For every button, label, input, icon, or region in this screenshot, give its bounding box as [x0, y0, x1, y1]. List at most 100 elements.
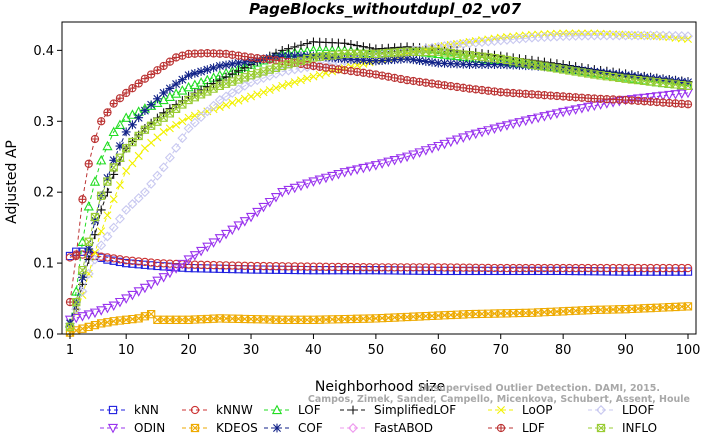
data-point-cof — [402, 54, 412, 64]
data-point-odin — [539, 112, 550, 122]
data-point-odin — [551, 109, 563, 119]
data-point-knnw — [652, 263, 661, 273]
data-point-cof — [383, 55, 393, 65]
data-point-odin — [676, 89, 687, 99]
watermark-line-2: Campos, Zimek, Sander, Campello, Micenko… — [308, 394, 690, 405]
data-point-knn — [328, 266, 337, 275]
data-point-loop — [290, 78, 299, 87]
data-point-odin — [102, 303, 113, 314]
data-point-knnw — [427, 263, 437, 272]
data-point-loop — [234, 96, 243, 105]
data-point-knnw — [452, 263, 462, 272]
data-point-cof — [377, 56, 387, 65]
data-point-cof — [352, 55, 362, 65]
legend-label: KDEOS — [216, 421, 258, 434]
data-point-lof — [89, 176, 101, 186]
x-tick-label: 40 — [305, 343, 322, 358]
legend-item-odin: ODIN — [100, 421, 165, 434]
data-point-knnw — [602, 263, 611, 273]
data-point-inflo — [683, 81, 693, 90]
data-point-knnw — [153, 258, 162, 268]
data-point-odin — [277, 188, 288, 198]
data-point-odin — [533, 113, 544, 124]
data-point-knnw — [196, 260, 206, 269]
data-point-knnw — [109, 254, 118, 263]
data-point-ldf — [84, 159, 93, 168]
legend-marker — [596, 423, 606, 433]
data-point-inflo — [109, 163, 118, 172]
data-point-cof — [146, 100, 156, 110]
data-point-odin — [408, 150, 419, 160]
data-point-simplifiedlof — [84, 255, 94, 264]
data-point-ldof — [71, 304, 82, 315]
data-point-knnw — [596, 263, 605, 273]
data-point-ldof — [233, 84, 244, 95]
data-point-knnw — [496, 263, 505, 273]
data-point-odin — [283, 185, 294, 196]
data-point-cof — [433, 58, 443, 68]
data-point-odin — [233, 221, 244, 231]
series-kdeos — [65, 302, 693, 337]
data-point-odin — [401, 152, 413, 163]
data-point-ldf — [72, 251, 81, 261]
data-point-knn — [115, 257, 125, 267]
data-point-loop — [284, 79, 293, 88]
data-point-knnw — [271, 262, 281, 271]
data-point-knnw — [477, 263, 487, 272]
data-point-knnw — [246, 261, 256, 271]
data-point-cof — [215, 61, 225, 71]
series-layer — [64, 29, 694, 337]
data-point-cof — [490, 60, 499, 69]
data-point-cof — [415, 56, 424, 65]
data-point-knnw — [190, 260, 199, 269]
x-tick-label: 60 — [430, 343, 447, 358]
data-point-cof — [446, 59, 456, 69]
data-point-simplifiedlof — [96, 205, 106, 215]
data-point-ldof — [664, 30, 675, 41]
data-point-odin — [127, 290, 138, 301]
data-point-knnw — [484, 263, 493, 273]
x-axis-ticks: 1 10 20 30 40 50 60 70 80 90 100 — [66, 334, 700, 358]
data-point-cof — [408, 55, 418, 65]
data-point-cof — [128, 120, 137, 130]
data-point-cof — [84, 244, 94, 254]
data-point-odin — [664, 90, 675, 101]
data-point-knn — [203, 264, 212, 273]
data-point-ldof — [196, 112, 207, 122]
data-point-loop — [309, 72, 318, 81]
data-point-cof — [571, 65, 581, 74]
data-point-ldof — [651, 30, 662, 41]
data-point-knnw — [665, 263, 674, 273]
data-point-odin — [308, 177, 319, 187]
data-point-cof — [115, 141, 125, 151]
data-point-simplifiedlof — [296, 40, 306, 50]
plot-frame — [61, 21, 697, 335]
legend-item-ldof: LDOF — [588, 403, 654, 417]
legend-label: LDF — [522, 421, 545, 434]
data-point-odin — [289, 183, 300, 194]
data-point-knnw — [384, 263, 393, 272]
data-point-odin — [570, 105, 581, 115]
data-point-knnw — [122, 256, 131, 265]
data-point-inflo — [65, 322, 75, 332]
data-point-ldf — [122, 88, 131, 98]
legend-marker — [348, 405, 358, 415]
data-point-odin — [183, 255, 194, 265]
data-point-cof — [209, 63, 218, 73]
data-point-ldof — [189, 117, 200, 128]
data-point-ldof — [171, 142, 182, 153]
data-point-cof — [109, 155, 119, 165]
data-point-knn — [671, 267, 680, 276]
data-point-odin — [520, 116, 531, 127]
data-point-cof — [396, 54, 406, 64]
data-point-odin — [96, 306, 107, 316]
data-point-knnw — [440, 263, 449, 272]
data-point-loop — [109, 195, 118, 204]
data-point-ldf — [171, 53, 181, 62]
legend-item-ldf: LDF — [488, 421, 545, 434]
legend-marker — [190, 423, 200, 433]
data-point-odin — [202, 242, 213, 253]
data-point-cof — [533, 61, 543, 71]
x-tick-label: 90 — [617, 343, 634, 358]
data-point-lof — [114, 119, 126, 129]
